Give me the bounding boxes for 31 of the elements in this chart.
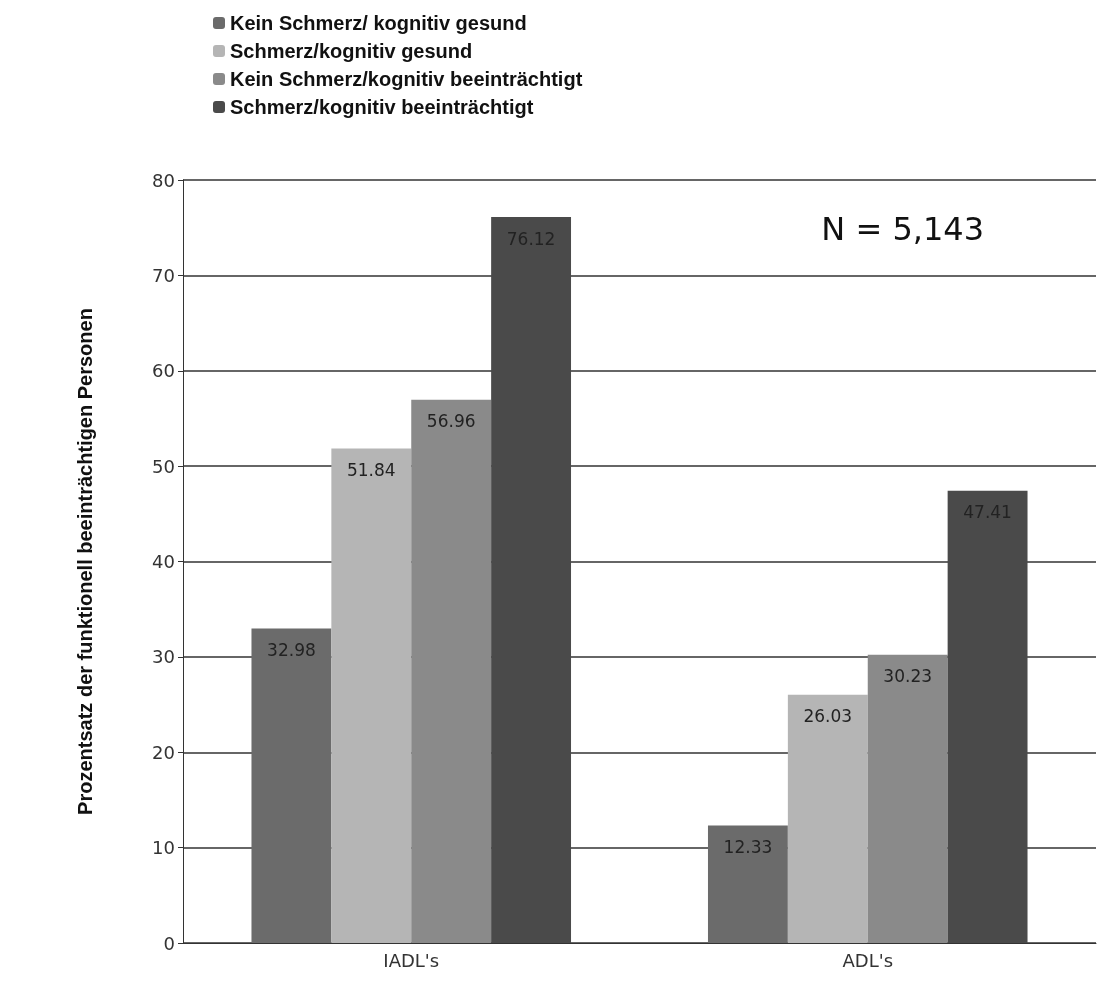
y-axis-title: Prozentsatz der funktionell beeinträchtigen Personen (74, 308, 96, 815)
bar (331, 448, 412, 943)
data-label: 32.98 (267, 639, 316, 660)
data-label: 51.84 (346, 460, 396, 481)
y-tick-label: 20 (152, 741, 175, 763)
y-tick-label: 50 (152, 455, 175, 477)
bar (491, 217, 572, 943)
legend-label: Kein Schmerz/kognitiv beeinträchtigt (230, 68, 583, 90)
data-label: 26.03 (803, 706, 853, 727)
data-label: 56.96 (426, 411, 476, 432)
data-label: 12.33 (723, 836, 773, 857)
legend-label: Schmerz/kognitiv gesund (230, 40, 473, 62)
y-tick-label: 0 (163, 932, 175, 954)
y-tick-label: 30 (152, 646, 175, 668)
bar (867, 654, 948, 943)
bar (947, 490, 1028, 943)
data-label: 30.23 (883, 666, 933, 687)
y-tick-label: 10 (152, 837, 175, 859)
annotation: N = 5,143 (821, 210, 984, 248)
y-tick-label: 60 (152, 360, 175, 382)
y-tick-label: 70 (152, 264, 175, 286)
bar (251, 628, 332, 943)
bar (411, 399, 492, 943)
y-tick-label: 40 (152, 551, 175, 572)
x-tick-label: IADL's (383, 949, 440, 971)
legend-label: Schmerz/kognitiv beeinträchtigt (230, 96, 534, 118)
bar (707, 825, 788, 943)
y-tick-label: 80 (152, 169, 175, 191)
bar (787, 694, 868, 943)
legend-label: Kein Schmerz/ kognitiv gesund (230, 12, 527, 34)
x-tick-label: ADL's (842, 949, 894, 971)
